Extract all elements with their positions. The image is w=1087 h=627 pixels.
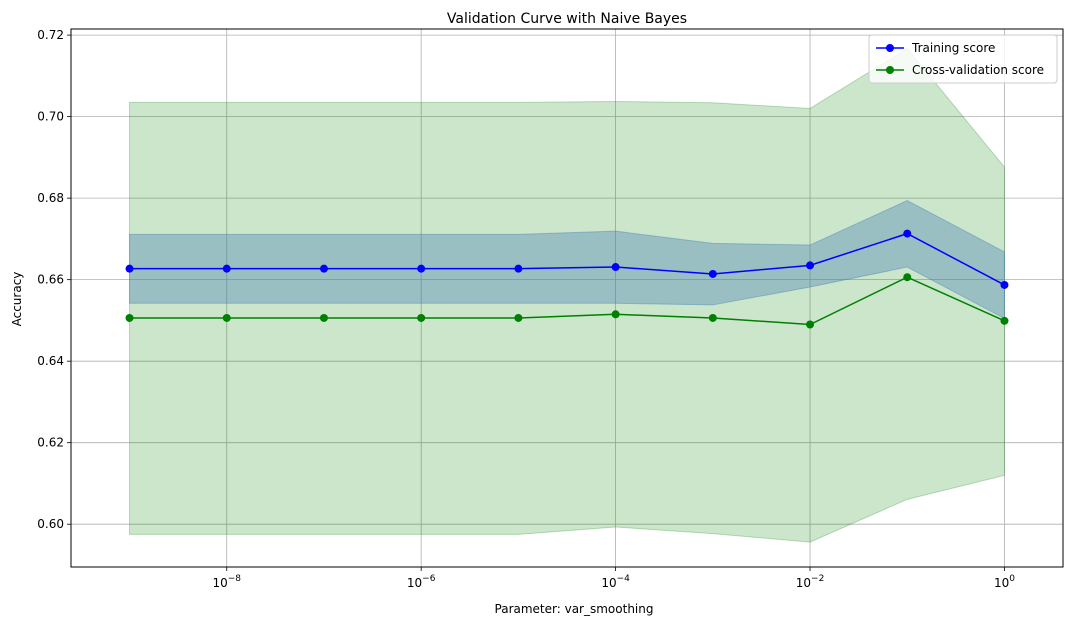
cross-validation-score-point <box>514 313 523 322</box>
cross-validation-score-point <box>903 273 912 282</box>
x-tick-label: 10−8 <box>212 574 241 590</box>
training-score-point <box>514 264 523 273</box>
cross-validation-score-point <box>806 320 815 329</box>
cross-validation-score-point <box>417 313 426 322</box>
y-tick-label: 0.62 <box>37 436 64 450</box>
series-points <box>125 229 1009 329</box>
chart-title: Validation Curve with Naive Bayes <box>447 11 687 27</box>
plot-frame <box>70 28 1064 568</box>
training-score-point <box>708 269 717 278</box>
cross-validation-score-point <box>125 313 134 322</box>
series-lines <box>129 232 1005 326</box>
y-axis-ticks: 0.60 0.62 0.64 0.66 0.68 0.70 0.72 <box>37 28 71 531</box>
y-tick-label: 0.68 <box>37 191 64 205</box>
x-tick-label: 100 <box>994 574 1015 590</box>
y-tick-label: 0.60 <box>37 517 64 531</box>
x-axis-label: Parameter: var_smoothing <box>495 602 654 616</box>
cross-validation-score-band <box>129 47 1005 543</box>
y-tick-label: 0.66 <box>37 273 64 287</box>
training-score-point <box>222 264 231 273</box>
cross-validation-score-point <box>611 310 620 319</box>
legend-marker-training <box>886 44 894 52</box>
legend-marker-cross-validation <box>886 66 894 74</box>
cross-validation-score-line <box>129 276 1005 326</box>
y-tick-label: 0.64 <box>37 354 64 368</box>
cross-validation-score-point <box>222 313 231 322</box>
y-tick-label: 0.72 <box>37 28 64 42</box>
training-score-line <box>129 232 1005 286</box>
cross-validation-score-point <box>708 313 717 322</box>
x-tick-label: 10−4 <box>601 574 630 590</box>
confidence-bands <box>129 47 1005 543</box>
grid-lines <box>71 29 1063 567</box>
cross-validation-score-point <box>319 313 328 322</box>
legend-label-cross-validation: Cross-validation score <box>912 63 1044 77</box>
training-score-point <box>417 264 426 273</box>
legend-label-training: Training score <box>911 41 995 55</box>
x-axis-ticks: 10−8 10−6 10−4 10−2 100 <box>212 567 1015 590</box>
x-tick-label: 10−6 <box>407 574 436 590</box>
training-score-point <box>125 264 134 273</box>
x-tick-label: 10−2 <box>796 574 825 590</box>
y-tick-label: 0.70 <box>37 110 64 124</box>
cross-validation-score-point <box>1000 316 1009 325</box>
training-score-point <box>319 264 328 273</box>
y-axis-label: Accuracy <box>10 272 24 327</box>
training-score-point <box>806 261 815 270</box>
training-score-point <box>1000 280 1009 289</box>
training-score-point <box>611 263 620 272</box>
legend-box <box>868 34 1058 84</box>
training-score-point <box>903 229 912 238</box>
legend: Training score Cross-validation score <box>868 34 1058 84</box>
